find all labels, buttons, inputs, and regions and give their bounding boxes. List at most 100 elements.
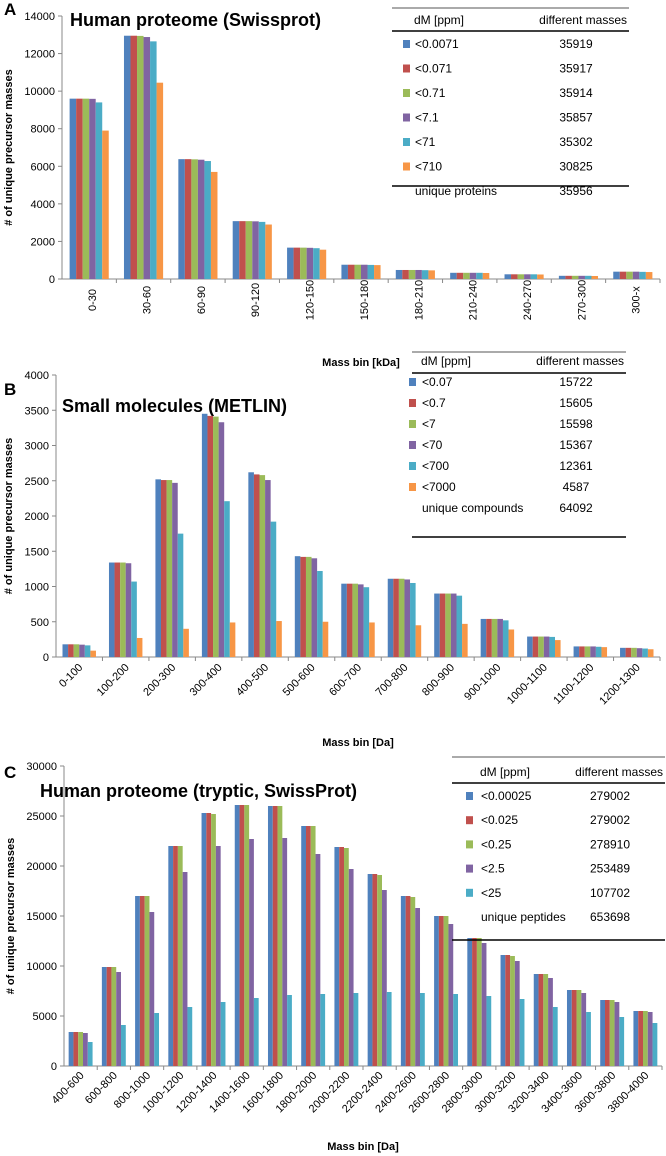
bar: [480, 618, 487, 657]
bar: [249, 839, 254, 1066]
bar: [445, 593, 451, 657]
bar: [78, 1032, 83, 1066]
bar: [114, 562, 121, 657]
bar: [420, 993, 425, 1066]
legend-value: 279002: [590, 813, 630, 827]
x-tick-label: 400-600: [50, 1070, 87, 1107]
bar: [287, 995, 292, 1066]
y-tick-label: 14000: [24, 11, 55, 23]
x-tick-label: 120-150: [305, 280, 317, 320]
bar: [469, 272, 477, 279]
legend-label: <0.71: [415, 86, 446, 100]
bar: [239, 805, 245, 1066]
legend-value: 15367: [559, 438, 593, 452]
legend-value: 35914: [559, 86, 593, 100]
bar: [450, 272, 457, 279]
bar: [576, 990, 582, 1066]
bar: [178, 159, 185, 279]
bar: [415, 908, 421, 1066]
bar: [428, 270, 435, 279]
bar: [177, 846, 183, 1066]
bar: [398, 578, 405, 657]
bar: [354, 264, 361, 279]
legend-header-left: dM [ppm]: [480, 765, 530, 779]
bar: [508, 629, 515, 657]
y-tick-label: 2500: [25, 476, 49, 488]
legend-label: <0.07: [422, 375, 453, 389]
x-tick-label: 1100-1200: [551, 662, 596, 707]
y-tick-label: 4000: [25, 370, 49, 382]
bar: [87, 1042, 93, 1066]
bar: [363, 587, 370, 657]
bar: [220, 1002, 226, 1066]
bar: [301, 826, 306, 1066]
bar: [500, 955, 506, 1066]
legend-swatch: [409, 483, 416, 491]
bar: [334, 847, 340, 1066]
x-tick-label: 270-300: [576, 280, 588, 320]
bar: [645, 272, 653, 279]
bar: [187, 1007, 193, 1066]
bar: [511, 274, 518, 279]
bar: [625, 647, 632, 657]
bar: [311, 558, 318, 657]
panel-c: C Human proteome (tryptic, SwissProt) 0 500…: [4, 756, 665, 1153]
bar: [502, 620, 509, 657]
legend-footer-label: unique proteins: [415, 184, 497, 198]
bar: [443, 916, 449, 1066]
bar: [632, 271, 640, 279]
bar: [300, 247, 307, 279]
bar: [620, 647, 626, 657]
bar: [84, 645, 91, 657]
bar: [586, 1012, 591, 1066]
x-tick-label: 300-400: [188, 662, 225, 699]
y-tick-label: 15000: [26, 911, 57, 923]
legend-value: 35857: [559, 111, 593, 125]
bar: [215, 846, 221, 1066]
bar: [130, 35, 138, 279]
y-tick-label: 1500: [25, 546, 49, 558]
bar: [555, 640, 561, 657]
bar: [82, 98, 90, 279]
bar: [183, 628, 189, 657]
bar: [253, 474, 260, 657]
bar: [120, 562, 126, 657]
legend-header-left: dM [ppm]: [414, 13, 464, 27]
bar: [95, 102, 103, 279]
legend-label: <7.1: [415, 111, 439, 125]
x-tick-label: 500-600: [281, 662, 318, 699]
x-tick-label: 90-120: [250, 283, 262, 317]
bar: [573, 646, 580, 657]
legend-footer-value: 653698: [590, 910, 630, 924]
bar: [218, 422, 225, 657]
x-tick-label: 200-300: [141, 662, 178, 699]
bar: [410, 582, 416, 657]
bar: [305, 826, 311, 1066]
legend-label: <7: [422, 417, 436, 431]
bar: [538, 636, 544, 657]
bar: [476, 272, 483, 279]
y-tick-label: 10000: [24, 86, 55, 98]
bar: [136, 637, 143, 657]
bar: [434, 593, 440, 657]
legend-value: 279002: [590, 789, 630, 803]
bar: [300, 556, 306, 657]
bar: [527, 636, 533, 657]
bar: [62, 644, 69, 657]
bar: [393, 578, 399, 657]
bar: [310, 826, 316, 1066]
bar: [143, 37, 151, 279]
bar: [69, 98, 77, 279]
bar: [353, 993, 359, 1066]
bar: [253, 998, 259, 1066]
bar: [68, 1032, 74, 1066]
legend-swatch: [403, 138, 410, 146]
bar: [139, 896, 145, 1066]
bar: [631, 647, 637, 657]
bar: [270, 521, 277, 657]
bar: [206, 813, 212, 1066]
bar: [248, 472, 254, 657]
bar: [402, 269, 409, 279]
x-tick-label: 1000-1100: [505, 662, 550, 707]
legend-value: 30825: [559, 160, 593, 174]
